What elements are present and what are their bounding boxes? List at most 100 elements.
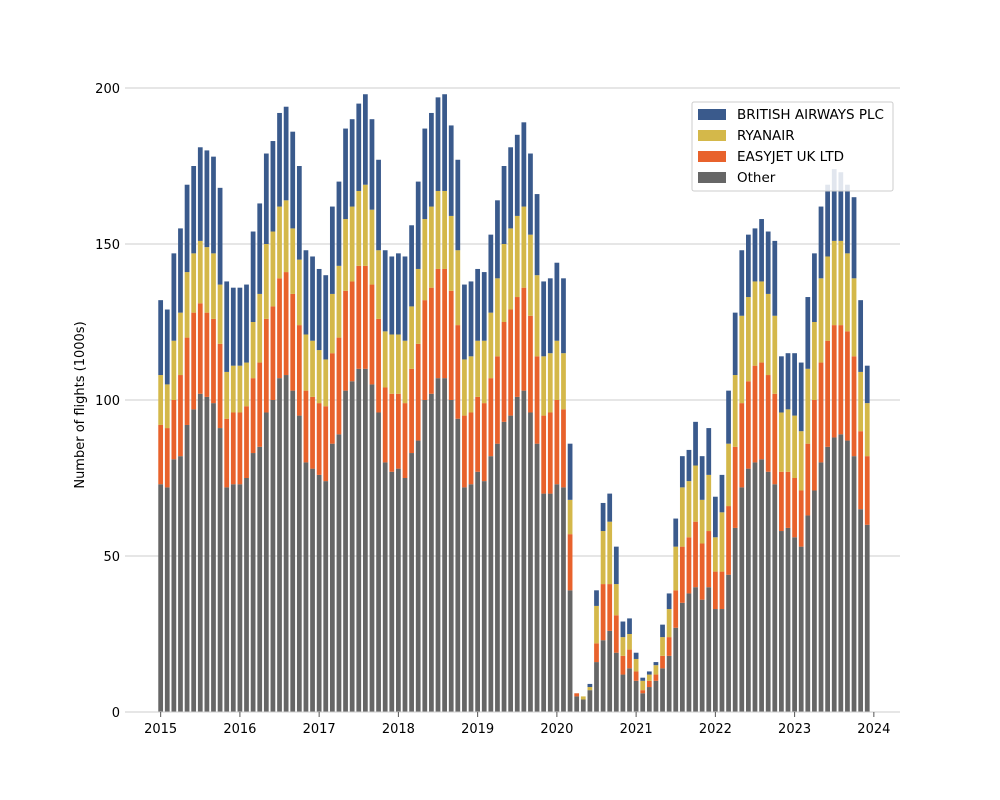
bar-easyjet-uk-ltd-2019-11 [541, 415, 547, 494]
bar-easyjet-uk-ltd-2023-12 [864, 456, 870, 525]
bar-other-2015-5 [184, 424, 190, 712]
bars [158, 94, 870, 712]
bar-easyjet-uk-ltd-2020-11 [620, 655, 626, 675]
bar-easyjet-uk-ltd-2019-12 [547, 412, 553, 494]
bar-ryanair-2019-5 [501, 244, 507, 322]
bar-british-airways-plc-2022-5 [739, 250, 745, 316]
bar-other-2016-12 [310, 468, 315, 712]
bar-easyjet-uk-ltd-2019-7 [514, 297, 520, 397]
bar-easyjet-uk-ltd-2022-11 [779, 471, 784, 532]
bar-easyjet-uk-ltd-2021-7 [673, 590, 679, 628]
bar-british-airways-plc-2022-4 [732, 312, 738, 376]
bar-british-airways-plc-2021-6 [666, 593, 672, 610]
bar-other-2021-12 [706, 587, 712, 712]
bar-ryanair-2021-3 [646, 674, 652, 681]
bar-other-2023-12 [864, 524, 870, 712]
bar-ryanair-2020-9 [607, 521, 613, 585]
bar-other-2018-4 [415, 440, 421, 712]
bar-ryanair-2022-7 [752, 281, 758, 366]
bar-ryanair-2023-9 [845, 253, 850, 332]
bar-other-2022-1 [712, 609, 718, 712]
bar-easyjet-uk-ltd-2018-3 [409, 368, 414, 454]
bar-other-2022-11 [779, 531, 784, 712]
bar-ryanair-2017-12 [389, 334, 395, 394]
bar-easyjet-uk-ltd-2022-9 [765, 375, 771, 472]
bar-ryanair-2016-7 [277, 206, 282, 279]
bar-easyjet-uk-ltd-2017-3 [329, 353, 335, 444]
bar-ryanair-2020-3 [567, 499, 573, 535]
bar-british-airways-plc-2017-6 [349, 119, 355, 207]
bar-easyjet-uk-ltd-2018-10 [455, 325, 461, 419]
bar-easyjet-uk-ltd-2021-6 [666, 637, 672, 656]
bar-british-airways-plc-2021-5 [660, 624, 665, 638]
bar-british-airways-plc-2018-6 [429, 112, 434, 207]
bar-british-airways-plc-2019-7 [514, 134, 520, 216]
bar-easyjet-uk-ltd-2015-7 [197, 303, 203, 394]
bar-easyjet-uk-ltd-2017-4 [336, 337, 342, 435]
bar-british-airways-plc-2017-2 [323, 275, 329, 360]
bar-other-2021-1 [633, 680, 639, 712]
bar-ryanair-2016-12 [310, 340, 315, 397]
bar-ryanair-2016-6 [270, 231, 276, 307]
bar-british-airways-plc-2018-9 [448, 125, 454, 216]
bar-easyjet-uk-ltd-2017-8 [362, 265, 368, 369]
bar-easyjet-uk-ltd-2017-11 [382, 387, 388, 463]
bar-easyjet-uk-ltd-2023-9 [845, 331, 850, 441]
bar-easyjet-uk-ltd-2016-12 [310, 396, 315, 469]
bar-other-2019-8 [521, 390, 527, 712]
bar-ryanair-2023-2 [798, 431, 804, 491]
bar-other-2015-7 [197, 393, 203, 712]
bar-british-airways-plc-2015-9 [211, 156, 216, 254]
bar-other-2018-9 [448, 400, 454, 712]
bar-british-airways-plc-2022-10 [772, 240, 778, 316]
bar-ryanair-2018-10 [455, 250, 461, 326]
bar-easyjet-uk-ltd-2019-3 [488, 378, 494, 457]
bar-british-airways-plc-2017-7 [356, 103, 362, 191]
bar-easyjet-uk-ltd-2016-5 [263, 318, 269, 413]
bar-other-2017-5 [343, 390, 348, 712]
bar-easyjet-uk-ltd-2015-3 [171, 400, 177, 460]
x-tick-label-2016: 2016 [223, 722, 256, 737]
bar-british-airways-plc-2019-9 [528, 153, 533, 235]
bar-ryanair-2022-2 [719, 512, 725, 572]
x-tick-label-2023: 2023 [778, 722, 811, 737]
bar-ryanair-2017-10 [376, 250, 381, 319]
bar-british-airways-plc-2021-8 [679, 456, 685, 488]
bar-other-2016-7 [277, 378, 282, 712]
bar-ryanair-2022-10 [772, 315, 778, 394]
bar-easyjet-uk-ltd-2016-7 [277, 278, 282, 379]
bar-other-2023-4 [812, 490, 817, 712]
legend-swatch-easyjet [698, 151, 726, 162]
bar-easyjet-uk-ltd-2016-6 [270, 306, 276, 400]
legend-item-other: Other [698, 170, 776, 186]
bar-ryanair-2019-7 [514, 215, 520, 298]
bar-ryanair-2022-5 [739, 315, 745, 404]
legend-label-ryanair: RYANAIR [737, 128, 795, 144]
bar-other-2020-6 [587, 690, 593, 712]
bar-easyjet-uk-ltd-2020-7 [594, 643, 599, 663]
bar-british-airways-plc-2022-8 [759, 219, 764, 282]
bar-ryanair-2022-3 [726, 443, 731, 507]
bar-british-airways-plc-2023-3 [805, 297, 811, 369]
bar-easyjet-uk-ltd-2019-1 [475, 396, 481, 472]
bar-ryanair-2018-5 [422, 219, 428, 301]
bar-ryanair-2018-7 [435, 190, 441, 269]
bar-easyjet-uk-ltd-2023-11 [858, 431, 864, 510]
bar-british-airways-plc-2015-4 [178, 228, 183, 313]
bar-easyjet-uk-ltd-2017-12 [389, 393, 395, 472]
bar-other-2015-3 [171, 459, 177, 712]
bar-british-airways-plc-2016-5 [263, 153, 269, 244]
bar-easyjet-uk-ltd-2015-11 [224, 418, 230, 488]
legend-label-other: Other [737, 170, 776, 186]
bar-british-airways-plc-2016-12 [310, 256, 315, 341]
bar-ryanair-2015-5 [184, 272, 190, 338]
bar-easyjet-uk-ltd-2020-8 [600, 584, 606, 641]
bar-other-2021-9 [686, 593, 692, 712]
bar-ryanair-2017-2 [323, 359, 329, 407]
bar-ryanair-2022-9 [765, 293, 771, 376]
bar-other-2017-7 [356, 368, 362, 712]
bar-easyjet-uk-ltd-2021-4 [653, 674, 659, 681]
y-tick-label-100: 100 [95, 394, 120, 409]
bar-british-airways-plc-2019-1 [475, 268, 481, 341]
bar-ryanair-2015-2 [164, 384, 170, 429]
